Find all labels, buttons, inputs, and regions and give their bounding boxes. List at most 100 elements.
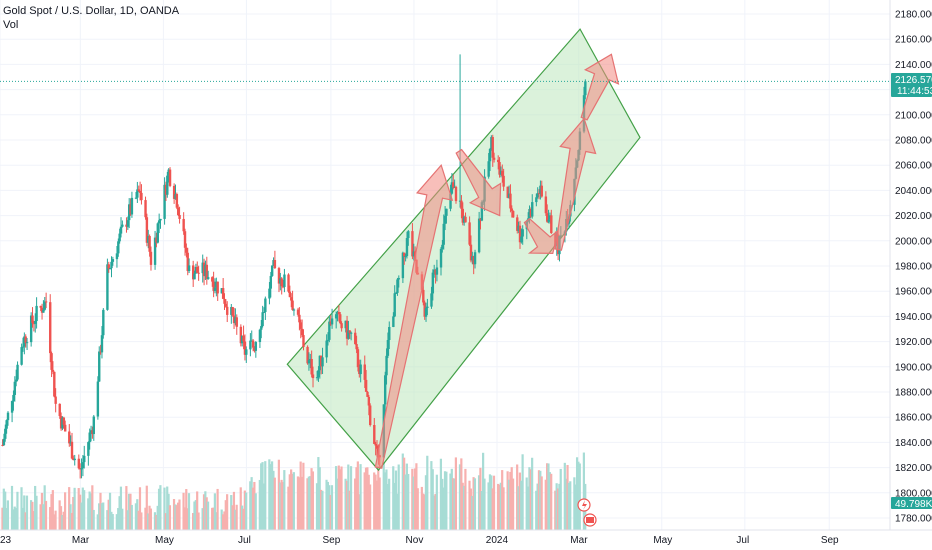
volume-bar bbox=[115, 514, 118, 530]
volume-bar bbox=[268, 459, 271, 530]
candle-body bbox=[185, 247, 188, 253]
channel-annotation[interactable] bbox=[286, 28, 641, 472]
volume-bar bbox=[356, 461, 359, 530]
event-icons[interactable] bbox=[577, 498, 597, 527]
candle-body bbox=[110, 261, 113, 269]
volume-bar bbox=[537, 470, 541, 530]
volume-bar bbox=[10, 485, 14, 530]
candle-body bbox=[298, 314, 301, 323]
price-tick-label: 1780.000 bbox=[895, 514, 932, 525]
volume-bar bbox=[413, 468, 417, 530]
candle-body bbox=[25, 342, 29, 344]
volume-bar bbox=[241, 505, 244, 530]
volume-bar bbox=[213, 493, 216, 530]
flag-icon bbox=[586, 517, 594, 523]
candle-body bbox=[405, 238, 409, 257]
time-tick-label: Mar bbox=[570, 535, 588, 546]
volume-bar bbox=[89, 493, 93, 530]
candle-body bbox=[550, 215, 553, 234]
candle-body bbox=[111, 259, 115, 262]
candle-body bbox=[501, 170, 504, 176]
candle-body bbox=[443, 215, 447, 224]
volume-bar bbox=[349, 466, 353, 530]
volume-bar bbox=[51, 490, 54, 530]
volume-bar bbox=[479, 467, 482, 530]
volume-bar bbox=[58, 500, 61, 530]
candle-body bbox=[584, 81, 587, 96]
volume-bar bbox=[403, 457, 406, 530]
volume-bar bbox=[249, 481, 252, 530]
candle-body bbox=[220, 288, 223, 294]
volume-bar bbox=[321, 490, 324, 530]
candle-body bbox=[339, 314, 342, 324]
volume-bar bbox=[329, 494, 332, 530]
candle-body bbox=[366, 391, 369, 397]
price-tick-label: 1920.000 bbox=[895, 337, 932, 348]
volume-bar bbox=[290, 469, 293, 530]
candle-body bbox=[43, 301, 46, 310]
volume-bar bbox=[364, 467, 368, 530]
candle-body bbox=[404, 256, 407, 258]
volume-bar bbox=[325, 479, 328, 530]
candle-body bbox=[125, 224, 128, 227]
volume-bar bbox=[328, 485, 331, 530]
volume-bar bbox=[525, 477, 528, 530]
volume-bar bbox=[450, 468, 453, 530]
volume-bar bbox=[491, 488, 494, 530]
volume-bar bbox=[529, 469, 532, 530]
arrow-annotations[interactable] bbox=[374, 53, 620, 469]
candle-body bbox=[280, 278, 283, 287]
volume-bar bbox=[226, 494, 229, 530]
candle-body bbox=[487, 161, 490, 177]
candle-body bbox=[254, 342, 258, 351]
volume-bar bbox=[98, 503, 101, 530]
volume-bar bbox=[490, 475, 493, 530]
candle-body bbox=[388, 326, 391, 341]
volume-bar bbox=[318, 467, 321, 530]
candle-body bbox=[68, 431, 71, 444]
candle-body bbox=[115, 253, 119, 260]
candle-body bbox=[348, 330, 351, 333]
candle-body bbox=[107, 264, 110, 269]
volume-bar bbox=[288, 474, 291, 530]
candle-body bbox=[182, 218, 185, 232]
candle-body bbox=[299, 322, 302, 329]
volume-bar bbox=[264, 461, 267, 530]
volume-legend-label[interactable]: Vol bbox=[3, 19, 18, 31]
price-axis[interactable]: 2180.0002160.0002140.0002120.0002100.000… bbox=[895, 10, 932, 525]
volume-bar bbox=[13, 506, 16, 530]
time-axis[interactable]: 23 Mar May Jul Sep Nov 2024 Mar May Jul Sep bbox=[0, 535, 839, 546]
volume-bar bbox=[25, 495, 29, 530]
volume-bar bbox=[369, 484, 372, 530]
candle-body bbox=[336, 311, 339, 315]
volume-bar bbox=[175, 505, 178, 530]
volume-bar bbox=[574, 484, 577, 530]
volume-bar bbox=[270, 461, 274, 530]
volume-bar bbox=[111, 514, 114, 530]
candle-body bbox=[232, 315, 236, 324]
volume-bar bbox=[472, 477, 475, 530]
candle-body bbox=[540, 185, 543, 197]
volume-bar bbox=[253, 481, 256, 530]
time-tick-label: Sep bbox=[821, 535, 839, 546]
volume-bar bbox=[441, 478, 444, 530]
volume-bar bbox=[159, 485, 162, 530]
candle-body bbox=[177, 207, 180, 216]
candle-body bbox=[63, 424, 67, 432]
symbol-title[interactable]: Gold Spot / U.S. Dollar, 1D, OANDA bbox=[3, 5, 180, 17]
candle-body bbox=[149, 251, 153, 265]
candle-body bbox=[206, 277, 210, 279]
candle-body bbox=[520, 236, 523, 243]
candle-body bbox=[349, 332, 353, 334]
volume-bar bbox=[423, 494, 426, 530]
candle-body bbox=[435, 267, 439, 275]
candle-body bbox=[42, 309, 45, 313]
candle-body bbox=[460, 200, 463, 209]
volume-bar bbox=[39, 504, 42, 530]
volume-bar bbox=[334, 466, 338, 530]
candle-body bbox=[29, 315, 33, 343]
volume-bar bbox=[392, 466, 395, 530]
volume-bar bbox=[415, 463, 418, 530]
volume-bar bbox=[345, 480, 349, 530]
